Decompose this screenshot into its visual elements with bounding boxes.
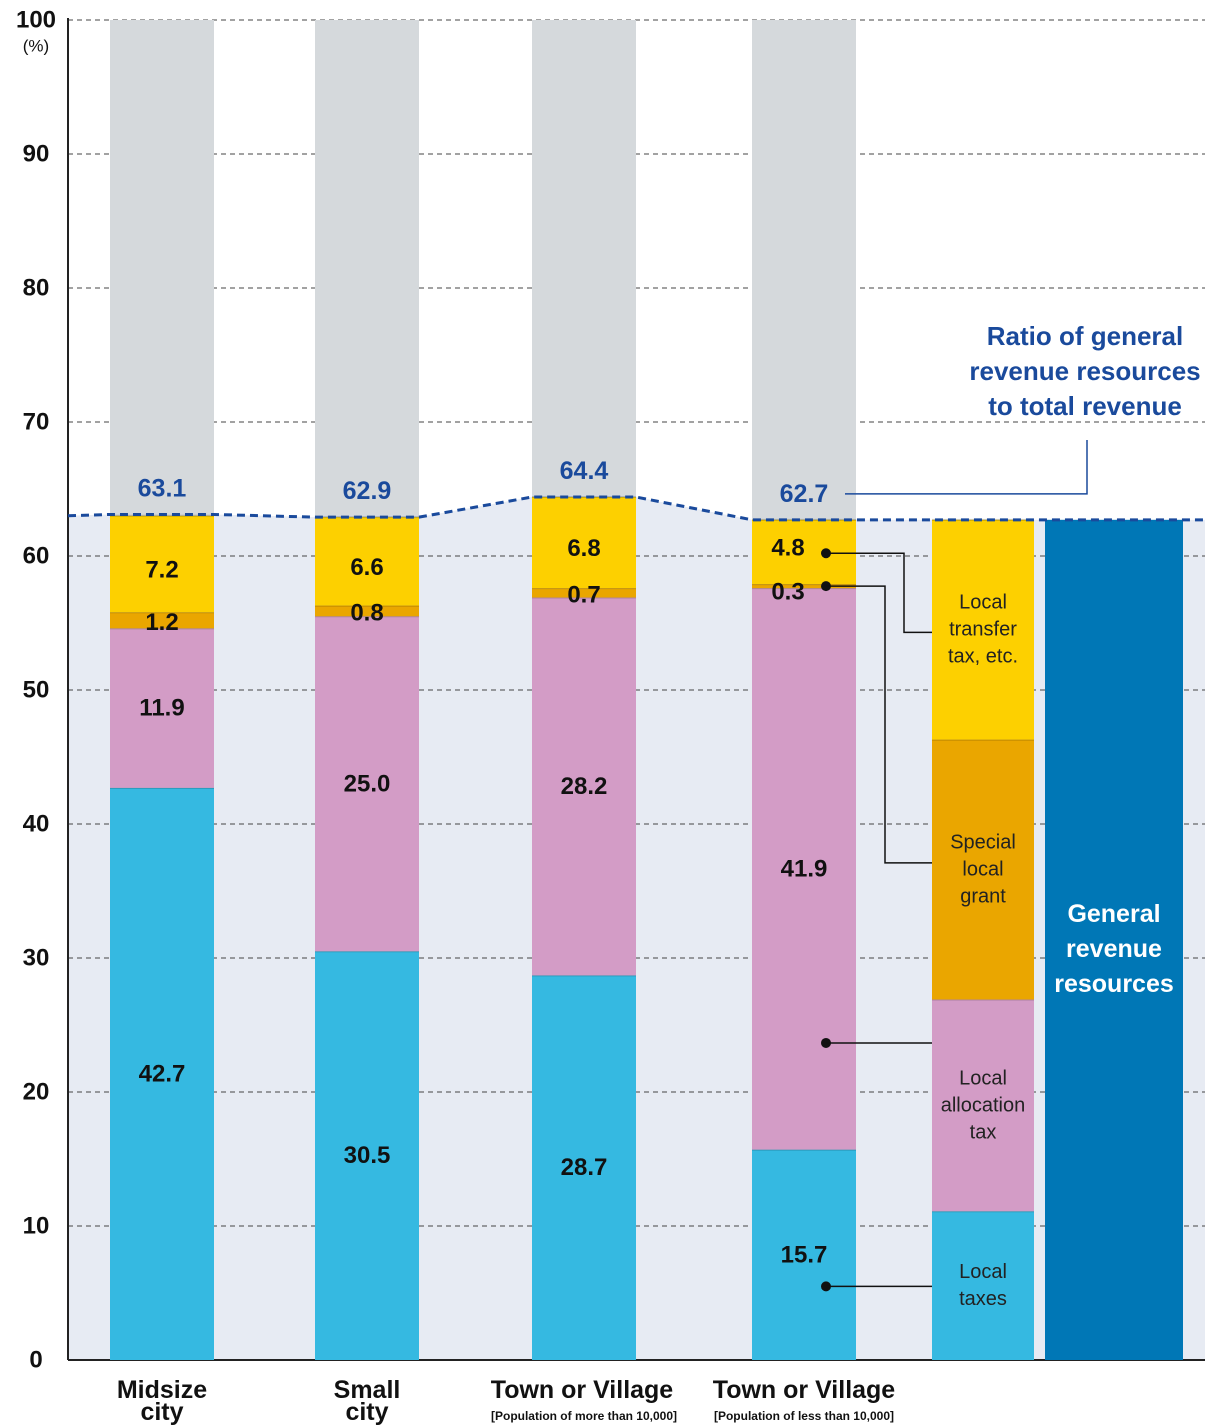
value-label: 42.7 (139, 1060, 186, 1087)
bar-segment (315, 951, 419, 1360)
value-label: 0.3 (771, 579, 804, 606)
ratio-label: 63.1 (138, 474, 187, 502)
general-revenue-label: resources (1054, 970, 1174, 998)
category-label: Midsize (117, 1376, 207, 1404)
value-label: 4.8 (771, 534, 804, 561)
y-tick-label: 10 (23, 1213, 50, 1240)
ratio-annotation: Ratio of general (987, 321, 1183, 351)
value-label: 6.8 (567, 535, 600, 562)
bar-segment (752, 588, 856, 1150)
legend-swatch (932, 739, 1034, 1000)
legend-label: tax, etc. (948, 646, 1018, 668)
y-tick-label: 0 (29, 1347, 42, 1374)
legend-label: taxes (959, 1288, 1007, 1310)
y-tick-label: 90 (23, 141, 50, 168)
ratio-label: 62.9 (343, 477, 392, 505)
category-label: Town or Village (491, 1376, 674, 1404)
value-label: 28.7 (561, 1154, 608, 1181)
y-tick-label: 40 (23, 811, 50, 838)
y-tick-label: 80 (23, 275, 50, 302)
value-label: 6.6 (350, 554, 383, 581)
leader-line (826, 585, 932, 864)
annotation-connector (845, 440, 1088, 495)
general-revenue-ratio-line (67, 495, 1205, 522)
category-sublabel: [Population of more than 10,000] (491, 1409, 677, 1423)
general-revenue-label: General (1067, 900, 1160, 928)
value-label: 11.9 (139, 695, 184, 722)
bar-segment (110, 612, 214, 629)
category-label: Small (334, 1376, 401, 1404)
bar-segment (110, 515, 214, 613)
value-label: 1.2 (145, 609, 178, 636)
legend-label: local (962, 859, 1003, 881)
bar-segment (110, 628, 214, 788)
y-tick-label: 20 (23, 1079, 50, 1106)
legend-swatch (932, 1211, 1034, 1360)
legend-label: tax (970, 1121, 997, 1143)
general-revenue-label: revenue (1066, 935, 1162, 963)
legend-label: Special (950, 832, 1016, 854)
y-tick-label: 70 (23, 409, 50, 436)
legend-label: allocation (941, 1094, 1026, 1116)
category-sublabel: [Population of less than 10,000] (714, 1409, 894, 1423)
y-tick-label: 50 (23, 677, 50, 704)
bar-segment (315, 605, 419, 617)
legend-label: grant (960, 886, 1006, 908)
bar-segment (752, 519, 856, 585)
leader-line (826, 552, 932, 634)
value-label: 30.5 (344, 1142, 391, 1169)
bar-segment (752, 1149, 856, 1360)
legend-swatch (932, 999, 1034, 1212)
bar-segment (532, 597, 636, 976)
ratio-label: 64.4 (560, 457, 609, 485)
y-tick-label: 30 (23, 945, 50, 972)
bar-segment (315, 616, 419, 952)
legend-swatch (932, 519, 1034, 740)
bar-segment (110, 787, 214, 1360)
category-label: city (140, 1398, 183, 1426)
y-unit-label: (%) (23, 37, 49, 56)
y-tick-label: 60 (23, 543, 50, 570)
value-label: 28.2 (561, 773, 608, 800)
bar-segment (532, 975, 636, 1360)
legend-label: Local (959, 592, 1007, 614)
category-label: Town or Village (713, 1376, 896, 1404)
value-label: 0.8 (350, 599, 383, 626)
bar-segment (532, 497, 636, 589)
value-label: 7.2 (145, 557, 178, 584)
category-label: city (345, 1398, 388, 1426)
bar-segment (752, 584, 856, 589)
bar-segment (532, 588, 636, 598)
legend-label: Local (959, 1067, 1007, 1089)
value-label: 41.9 (781, 855, 828, 882)
bar-segment (315, 517, 419, 606)
legend-label: transfer (949, 619, 1017, 641)
value-label: 0.7 (567, 581, 600, 608)
ratio-label: 62.7 (780, 480, 829, 508)
value-label: 15.7 (781, 1241, 828, 1268)
y-tick-label: 100 (16, 7, 56, 34)
ratio-annotation: revenue resources (969, 356, 1200, 386)
legend-label: Local (959, 1261, 1007, 1283)
ratio-annotation: to total revenue (988, 391, 1182, 421)
value-label: 25.0 (344, 770, 391, 797)
general-revenue-block (1045, 519, 1183, 1360)
general-revenue-area (68, 497, 1205, 1360)
